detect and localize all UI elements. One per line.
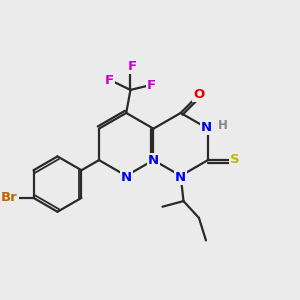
- Text: F: F: [105, 74, 114, 87]
- Text: Br: Br: [1, 191, 17, 204]
- Text: F: F: [147, 79, 156, 92]
- Text: H: H: [218, 119, 227, 132]
- Text: N: N: [201, 121, 212, 134]
- Text: S: S: [230, 153, 240, 166]
- Text: N: N: [121, 171, 132, 184]
- Text: O: O: [193, 88, 205, 100]
- Text: N: N: [175, 171, 186, 184]
- Text: N: N: [148, 154, 159, 166]
- Text: F: F: [127, 60, 136, 74]
